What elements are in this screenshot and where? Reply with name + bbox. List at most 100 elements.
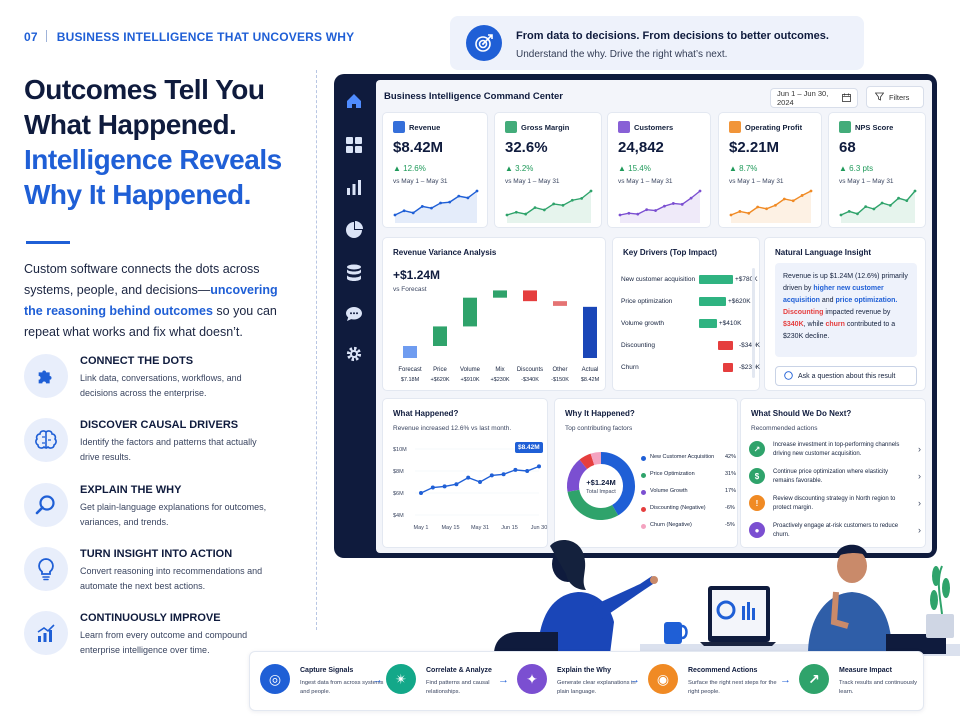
driver-bar xyxy=(699,319,717,328)
flow-step-desc: Ingest data from across systems and peop… xyxy=(300,680,384,695)
what-happened-title: What Happened? xyxy=(393,409,459,418)
kpi-icon xyxy=(618,121,630,133)
database-icon[interactable] xyxy=(344,263,364,283)
revenue-point xyxy=(430,485,435,490)
sparkline-point xyxy=(698,189,702,193)
flow-arrow: → xyxy=(629,674,640,686)
feature-title: CONNECT THE DOTS xyxy=(80,355,194,367)
feature-desc: Convert reasoning into recommendations a… xyxy=(80,566,263,591)
hero-line-3: Intelligence Reveals xyxy=(24,144,282,175)
revenue-point xyxy=(419,491,423,495)
sparkline-line xyxy=(506,190,592,216)
grid-icon[interactable] xyxy=(344,135,364,155)
driver-name: Discounting xyxy=(621,342,655,349)
sparkline-point xyxy=(570,198,574,202)
filters-button[interactable]: Filters xyxy=(866,86,924,108)
recommended-action[interactable]: ↗ Increase investment in top-performing c… xyxy=(749,441,921,467)
kpi-comparison: vs May 1 – May 31 xyxy=(505,178,560,185)
variance-sub: vs Forecast xyxy=(393,286,427,293)
kpi-change: ▲ 8.7% xyxy=(729,164,758,173)
sparkline-point xyxy=(475,189,479,193)
target-icon xyxy=(466,25,502,61)
factors-donut-chart xyxy=(567,452,635,520)
intro-paragraph: Custom software connects the dots across… xyxy=(24,259,296,343)
recommended-action[interactable]: ● Proactively engage at-risk customers to… xyxy=(749,522,921,548)
drivers-scrollbar[interactable] xyxy=(752,268,755,378)
donut-center-label: Total Impact xyxy=(586,489,616,495)
home-icon[interactable] xyxy=(344,91,364,111)
kpi-icon xyxy=(729,121,741,133)
laptop xyxy=(700,586,776,646)
column-divider xyxy=(316,70,317,630)
variance-headline: +$1.24M xyxy=(393,268,441,282)
waterfall-bar xyxy=(553,301,567,306)
gear-icon[interactable] xyxy=(344,344,364,364)
filter-icon xyxy=(874,92,885,103)
waterfall-category-label: Volume xyxy=(460,367,481,373)
chat-icon[interactable] xyxy=(344,304,364,324)
sparkline-area xyxy=(395,191,477,223)
sparkline-point xyxy=(411,211,415,215)
dashboard-title: Business Intelligence Command Center xyxy=(384,91,563,102)
driver-name: New customer acquisition xyxy=(621,276,696,283)
x-tick-label: May 15 xyxy=(441,525,459,531)
sparkline-point xyxy=(856,212,859,216)
recommended-action[interactable]: ! Review discounting strategy in North re… xyxy=(749,495,921,521)
x-tick-label: Jun 15 xyxy=(501,525,518,531)
pie-chart-icon[interactable] xyxy=(344,220,364,240)
action-text: Proactively engage at-risk customers to … xyxy=(773,523,899,538)
legend-percent: -5% xyxy=(725,522,735,528)
revenue-point xyxy=(478,480,482,484)
bar-chart-icon[interactable] xyxy=(344,177,364,197)
kpi-card-customers: Customers 24,842 ▲ 15.4% vs May 1 – May 31 xyxy=(607,112,711,228)
revenue-point xyxy=(525,469,530,473)
why-legend-item: New Customer Acquisition 42% xyxy=(641,454,741,466)
legend-percent: 42% xyxy=(725,454,737,460)
donut-slice xyxy=(567,489,619,520)
legend-percent: -6% xyxy=(725,505,735,511)
date-range-picker[interactable]: Jun 1 – Jun 30, 2024 xyxy=(770,88,858,108)
action-text: Review discounting strategy in North reg… xyxy=(773,496,896,511)
insight-highlight: price optimization. xyxy=(835,297,898,304)
recommended-action[interactable]: $ Continue price optimization where elast… xyxy=(749,468,921,494)
sparkline-line xyxy=(840,190,916,216)
sparkline-point xyxy=(645,208,649,212)
kpi-icon xyxy=(393,121,405,133)
sparkline-point xyxy=(782,197,786,201)
waterfall-value-label: -$340K xyxy=(521,377,539,383)
donut-slice xyxy=(600,452,635,516)
driver-value: +$410K xyxy=(718,320,742,327)
section-header: 07 BUSINESS INTELLIGENCE THAT UNCOVERS WH… xyxy=(24,30,354,44)
what-happened-sub: Revenue increased 12.6% vs last month. xyxy=(393,425,512,432)
sparkline-point xyxy=(439,201,442,205)
sparkline-point xyxy=(654,209,657,212)
donut-slice xyxy=(590,452,602,466)
sparkline-point xyxy=(580,196,584,200)
dashboard-sidebar xyxy=(334,74,374,558)
ask-question-button[interactable]: Ask a question about this result xyxy=(775,366,917,386)
sparkline-point xyxy=(689,196,693,200)
waterfall-bar xyxy=(403,346,417,358)
waterfall-bar xyxy=(433,326,447,346)
flow-step-desc: Track results and continuously learn. xyxy=(839,680,918,695)
people-illustration xyxy=(494,540,960,656)
driver-bar xyxy=(699,275,733,284)
sparkline-point xyxy=(457,194,461,198)
feature-improve: CONTINUOUSLY IMPROVE Learn from every ou… xyxy=(24,611,304,667)
variance-waterfall-chart: Forecast $7.18M Price +$620K Volume +$910K Mix… xyxy=(398,290,600,383)
sparkline-point xyxy=(897,196,900,200)
insight-negative: Discounting xyxy=(783,309,824,316)
kpi-sparkline xyxy=(618,189,702,223)
sparkline-point xyxy=(561,203,565,207)
x-tick-label: Jun 30 xyxy=(531,525,548,531)
nodes-icon: ✴ xyxy=(386,664,416,694)
waterfall-value-label: $8.42M xyxy=(581,377,600,383)
insight-text-segment: and xyxy=(819,297,836,304)
flow-step-title: Measure Impact xyxy=(839,667,892,674)
driver-bar xyxy=(699,297,727,306)
chevron-right-icon: › xyxy=(918,498,921,508)
sparkline-point xyxy=(618,213,622,217)
feature-desc: Learn from every outcome and compound en… xyxy=(80,630,248,655)
kpi-icon xyxy=(839,121,851,133)
why-title: Why It Happened? xyxy=(565,409,635,418)
